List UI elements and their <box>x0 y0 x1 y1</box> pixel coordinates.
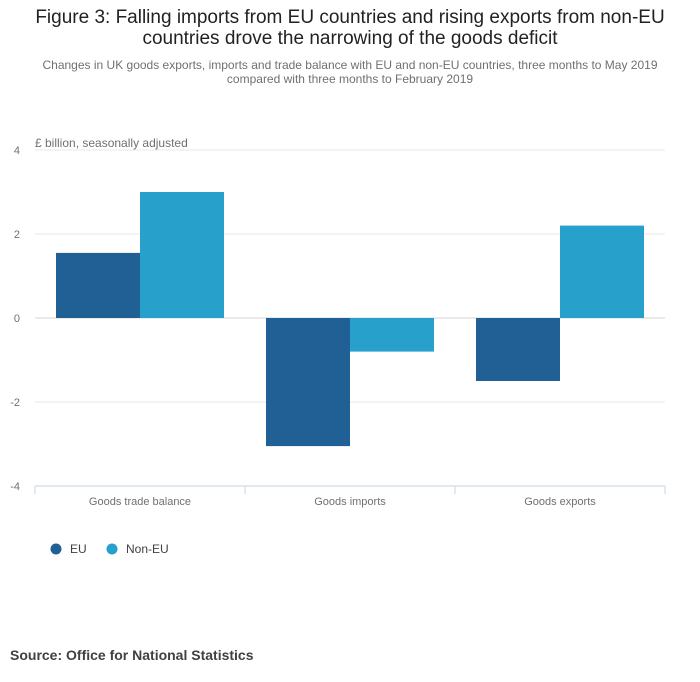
y-tick-label: 0 <box>14 313 20 325</box>
x-tick-label: Goods imports <box>314 496 386 508</box>
bar-eu-1[interactable] <box>56 252 140 318</box>
bar-eu-2[interactable] <box>266 318 350 447</box>
bar-non-eu-2[interactable] <box>350 318 434 352</box>
y-axis-ticks: 4 2 0 -2 -4 <box>10 145 20 493</box>
y-tick-label: -4 <box>10 481 20 493</box>
legend-label[interactable]: EU <box>70 542 87 556</box>
bar-chart: 4 2 0 -2 -4 £ billion, seasonally adjusted G… <box>10 136 666 556</box>
source-note: Source: Office for National Statistics <box>10 647 254 663</box>
bar-non-eu-3[interactable] <box>560 225 644 318</box>
x-tick-label: Goods exports <box>524 496 596 508</box>
bar-eu-3[interactable] <box>476 318 560 381</box>
x-axis: Goods trade balance Goods imports Goods ex… <box>34 485 666 508</box>
chart-title: Figure 3: Falling imports from EU countr… <box>35 7 665 49</box>
bars <box>56 192 644 447</box>
y-tick-label: -2 <box>10 397 20 409</box>
x-tick-label: Goods trade balance <box>89 496 191 508</box>
legend-marker <box>50 543 62 555</box>
chart-subtitle: Changes in UK goods exports, imports and… <box>42 58 658 86</box>
bar-non-eu-1[interactable] <box>140 192 224 318</box>
y-axis-label: £ billion, seasonally adjusted <box>35 136 188 150</box>
legend-marker <box>106 543 118 555</box>
legend: EU Non-EU <box>50 542 169 556</box>
y-tick-label: 4 <box>14 145 20 157</box>
legend-label[interactable]: Non-EU <box>126 542 169 556</box>
y-tick-label: 2 <box>14 229 20 241</box>
